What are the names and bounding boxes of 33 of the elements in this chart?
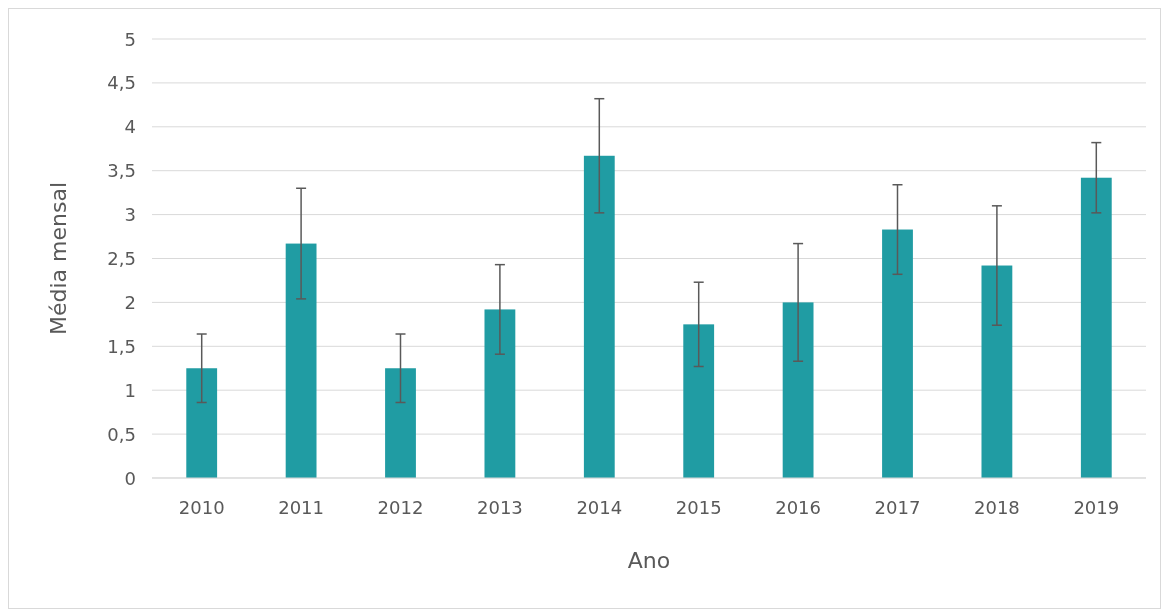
x-tick-label: 2014 <box>576 497 623 518</box>
x-tick-label: 2011 <box>278 497 325 518</box>
x-tick-label: 2016 <box>775 497 822 518</box>
bar <box>683 324 715 478</box>
bar <box>484 309 516 478</box>
y-tick-label: 2 <box>124 291 136 313</box>
bar <box>1080 177 1112 478</box>
y-tick-label: 1 <box>124 379 136 401</box>
x-tick-label: 2012 <box>377 497 424 518</box>
y-tick-label: 2,5 <box>107 248 136 269</box>
bar <box>583 155 615 478</box>
x-tick-label: 2015 <box>675 497 722 518</box>
x-tick-label: 2010 <box>178 497 225 518</box>
x-tick-label: 2019 <box>1073 497 1120 518</box>
y-tick-label: 5 <box>124 28 136 50</box>
bar <box>882 229 913 478</box>
x-tick-label: 2017 <box>874 497 921 518</box>
bar <box>981 265 1013 478</box>
y-tick-label: 0 <box>124 467 136 489</box>
y-tick-label: 1,5 <box>107 335 136 357</box>
y-tick-label: 4,5 <box>107 72 136 94</box>
y-tick-label: 0,5 <box>107 423 136 445</box>
x-tick-label: 2013 <box>476 497 523 518</box>
y-axis-title: Média mensal <box>46 181 71 336</box>
y-tick-label: 4 <box>124 116 136 138</box>
x-tick-label: 2018 <box>973 497 1020 518</box>
y-tick-label: 3 <box>124 204 136 226</box>
bar <box>186 368 218 478</box>
bar <box>285 243 317 478</box>
bar <box>782 302 814 478</box>
y-tick-label: 3,5 <box>107 160 136 182</box>
bar <box>385 368 416 478</box>
x-axis-title: Ano <box>627 548 671 573</box>
